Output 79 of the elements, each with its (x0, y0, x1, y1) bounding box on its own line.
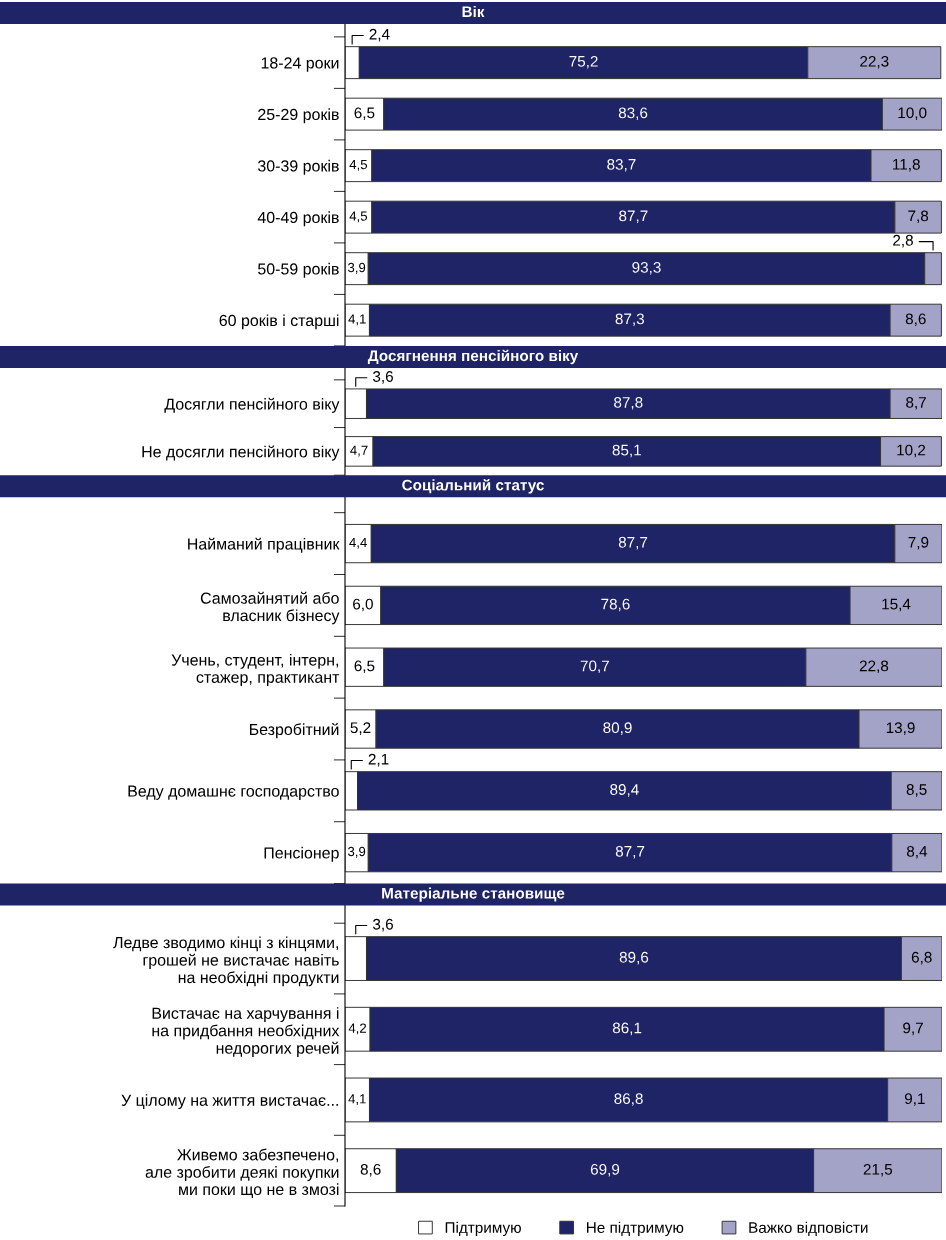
data-label: 4,2 (348, 1023, 367, 1035)
data-label: 6,5 (354, 107, 375, 121)
data-label: 78,6 (601, 598, 630, 612)
data-label: 4,4 (349, 537, 367, 549)
y-tick-label: Самозайнятий або власник бізнесу (200, 591, 340, 625)
data-label: 2,8 (893, 234, 913, 248)
data-label: 9,7 (903, 1022, 923, 1036)
data-label: 87,7 (615, 845, 645, 859)
y-tick-label: 50-59 років (258, 262, 339, 278)
data-label: 8,5 (906, 784, 927, 797)
data-label: 8,4 (906, 845, 928, 859)
data-label: 8,6 (905, 313, 926, 327)
y-tick-label: Веду домашнє господарство (128, 785, 339, 800)
data-label: 3,6 (372, 371, 393, 384)
data-label: 4,5 (349, 159, 368, 171)
legend-label: Підтримую (445, 1221, 521, 1237)
data-label: 2,4 (369, 28, 390, 42)
y-tick-label: Живемо забезпечено, але зробити деякі покупки ми поки що не в змозі (145, 1148, 339, 1199)
y-tick-label: Не досягли пенсійного віку (142, 445, 340, 461)
data-label: 85,1 (612, 444, 641, 458)
y-tick-label: 40-49 років (257, 211, 339, 227)
data-label: 89,4 (610, 784, 639, 797)
y-tick-label: Безробітний (249, 723, 339, 739)
data-label: 15,4 (882, 598, 911, 612)
chart-title: Вік (462, 5, 485, 17)
y-tick-label: Найманий працівник (188, 537, 340, 553)
data-label: 10,0 (898, 107, 927, 121)
data-label: 6,0 (353, 598, 373, 612)
data-label: 4,1 (348, 314, 366, 326)
y-tick-label: Пенсіонер (264, 846, 339, 862)
data-label: 7,9 (908, 536, 929, 550)
data-label: 10,2 (897, 444, 926, 458)
y-tick-label: Вистачає на харчування і на придбання необхідних недорогих речей (152, 1007, 340, 1057)
data-label: 69,9 (590, 1163, 620, 1177)
data-label: 6,8 (911, 951, 932, 965)
y-tick-label: 25-29 років (258, 108, 339, 124)
data-label: 80,9 (603, 722, 632, 735)
data-label: 4,1 (348, 1094, 366, 1106)
data-label: 83,6 (618, 107, 648, 121)
chart-title: Матеріальне становище (382, 887, 565, 902)
data-label: 86,8 (614, 1093, 643, 1106)
legend-label: Не підтримую (587, 1221, 684, 1237)
data-label: 8,7 (906, 396, 926, 410)
data-label: 3,9 (347, 846, 366, 858)
data-label: 70,7 (580, 660, 609, 674)
chart-title: Досягнення пенсійного віку (367, 349, 579, 365)
y-tick-label: Учень, студент, інтерн, стажер, практикант (171, 653, 340, 687)
data-label: 9,1 (904, 1093, 925, 1106)
y-tick-label: Ледве зводимо кінці з кінцями, грошей не вистачає навіть на необхідні продукти (113, 936, 339, 987)
data-label: 83,7 (607, 158, 636, 172)
data-label: 4,5 (349, 211, 368, 223)
data-label: 4,7 (350, 445, 368, 457)
data-label: 2,1 (368, 753, 389, 767)
data-label: 3,9 (347, 262, 366, 274)
y-tick-label: 18-24 роки (261, 57, 339, 72)
legend-label: Важко відповісти (749, 1221, 868, 1236)
data-label: 22,3 (860, 55, 889, 69)
data-label: 87,7 (619, 210, 648, 224)
data-label: 7,8 (908, 210, 929, 224)
data-label: 5,2 (350, 722, 371, 735)
data-label: 87,7 (618, 536, 648, 550)
data-label: 93,3 (632, 261, 661, 275)
data-label: 89,6 (619, 951, 649, 965)
data-label: 3,6 (373, 918, 393, 932)
data-label: 22,8 (859, 660, 889, 674)
data-label: 87,3 (615, 313, 644, 327)
data-label: 11,8 (893, 158, 920, 172)
data-label: 21,5 (863, 1163, 893, 1177)
data-label: 8,6 (360, 1163, 381, 1177)
y-tick-label: 60 років і старші (219, 314, 339, 330)
data-label: 6,5 (354, 660, 375, 674)
data-label: 13,9 (886, 722, 915, 735)
data-label: 86,1 (612, 1022, 642, 1036)
y-tick-label: Досягли пенсійного віку (164, 397, 340, 413)
y-tick-label: 30-39 років (257, 159, 339, 175)
chart-title: Соціальний статус (402, 478, 544, 494)
data-label: 75,2 (569, 55, 598, 69)
y-tick-label: У цілому на життя вистачає... (121, 1094, 338, 1110)
data-label: 87,8 (614, 396, 643, 410)
